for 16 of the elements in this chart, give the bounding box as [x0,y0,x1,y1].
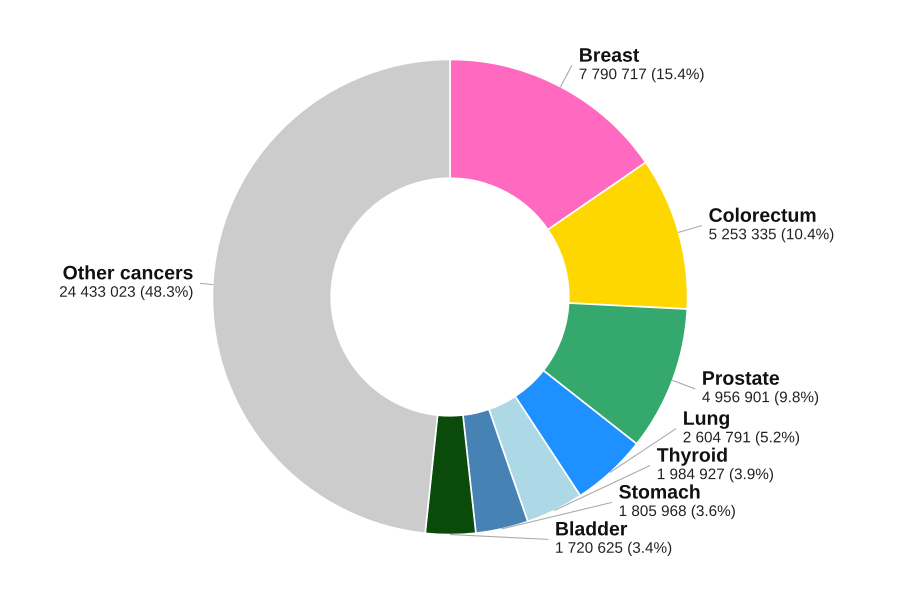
data-label: 4 956 901 (9.8%) [702,391,818,406]
data-label: 1 984 927 (3.9%) [658,468,774,482]
slice-label: Breast [580,48,640,62]
slice-label: Prostate [703,371,780,385]
slice-label: Lung [684,411,729,429]
data-label: 24 433 023 (48.3%) [60,286,192,300]
slice-label: Thyroid [656,448,727,466]
data-label: 5 253 335 (10.4%) [709,228,834,242]
data-label: 1 720 625 (3.4%) [556,542,672,556]
data-label: 2 604 791 (5.2%) [684,431,800,446]
slice-label: Colorectum [709,208,816,222]
data-label: 1 805 968 (3.6%) [620,504,735,520]
slice-label: Other cancers [63,265,193,280]
slice-label: Stomach [619,484,700,499]
slice-label: Bladder [556,521,628,536]
data-label: 7 790 717 (15.4%) [580,68,704,82]
